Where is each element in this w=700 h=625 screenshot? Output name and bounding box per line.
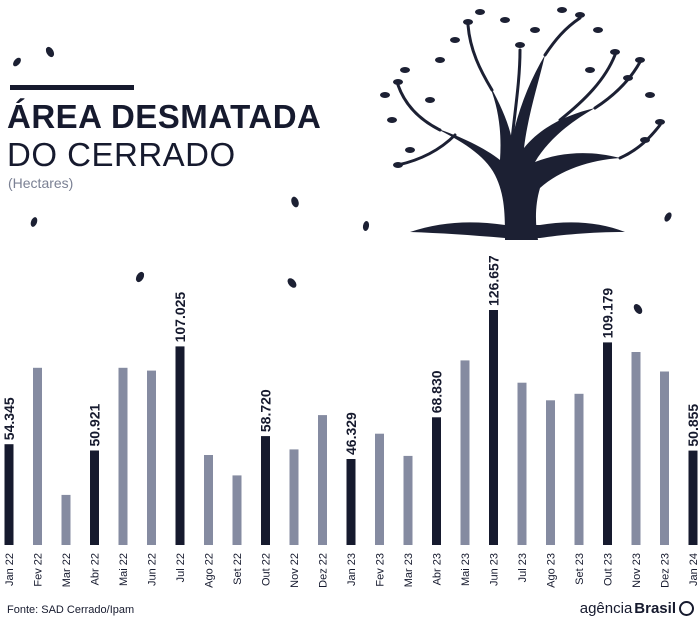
data-label-abr-22: 50.921: [87, 403, 103, 446]
category-label-jun-22: Jun 22: [147, 553, 159, 586]
category-label-nov-23: Nov 23: [631, 553, 643, 588]
bar-abr-23: [432, 417, 441, 545]
brand-bold-text: Brasil: [634, 600, 676, 617]
title-accent-bar: [10, 85, 134, 90]
category-label-out-22: Out 22: [261, 553, 273, 586]
bar-jun-22: [147, 370, 156, 545]
category-label-mar-22: Mar 22: [61, 553, 73, 587]
category-label-out-23: Out 23: [603, 553, 615, 586]
category-label-jan-23: Jan 23: [346, 553, 358, 586]
bar-fev-23: [375, 433, 384, 545]
brand-logo: agência Brasil: [580, 600, 694, 617]
bar-jan-22: [4, 444, 14, 545]
category-label-abr-22: Abr 22: [90, 553, 102, 585]
bar-mai-23: [460, 360, 470, 545]
category-label-jan-24: Jan 24: [688, 553, 700, 586]
category-label-mar-23: Mar 23: [403, 553, 415, 587]
bar-fev-22: [33, 367, 42, 545]
bar-dez-22: [318, 415, 327, 545]
bar-abr-22: [90, 450, 99, 545]
category-label-abr-23: Abr 23: [432, 553, 444, 585]
bar-jun-23: [489, 310, 498, 545]
bar-jul-23: [517, 382, 527, 545]
bar-dez-23: [660, 371, 669, 545]
bar-jul-22: [175, 346, 185, 545]
bar-set-22: [232, 475, 242, 545]
bar-mar-23: [403, 455, 413, 545]
bar-ago-23: [546, 400, 555, 545]
category-label-fev-22: Fev 22: [33, 553, 45, 587]
data-label-jan-22: 54.345: [1, 397, 17, 440]
bar-set-23: [574, 393, 584, 545]
data-label-jun-23: 126.657: [486, 255, 502, 306]
data-label-abr-23: 68.830: [429, 370, 445, 413]
bar-ago-22: [204, 455, 213, 545]
bar-out-22: [261, 436, 270, 545]
chart-title-line2: DO CERRADO: [7, 136, 236, 173]
source-note: Fonte: SAD Cerrado/Ipam: [7, 604, 135, 616]
category-label-nov-22: Nov 22: [289, 553, 301, 588]
category-label-jul-23: Jul 23: [517, 553, 529, 582]
data-label-out-22: 58.720: [258, 389, 274, 432]
category-label-jul-22: Jul 22: [175, 553, 187, 582]
bar-mai-22: [118, 367, 128, 545]
chart-title-line1: ÁREA DESMATADA: [7, 98, 322, 135]
category-label-ago-23: Ago 23: [546, 553, 558, 588]
tree-icon: [380, 7, 665, 240]
falling-leaf-icon: [13, 46, 672, 314]
category-label-jan-22: Jan 22: [4, 553, 16, 586]
category-label-set-23: Set 23: [574, 553, 586, 585]
bar-mar-22: [61, 494, 71, 545]
bar-jan-23: [346, 459, 356, 545]
category-label-mai-23: Mai 23: [460, 553, 472, 586]
category-label-dez-22: Dez 22: [318, 553, 330, 588]
category-label-jun-23: Jun 23: [489, 553, 501, 586]
category-label-dez-23: Dez 23: [660, 553, 672, 588]
data-label-jan-24: 50.855: [685, 404, 700, 447]
bar-nov-22: [289, 449, 299, 545]
category-label-ago-22: Ago 22: [204, 553, 216, 588]
category-label-set-22: Set 22: [232, 553, 244, 585]
bar-out-23: [603, 342, 612, 545]
data-label-out-23: 109.179: [600, 288, 616, 339]
data-label-jan-23: 46.329: [343, 412, 359, 455]
chart-unit-subtitle: (Hectares): [8, 175, 74, 191]
bar-jan-24: [688, 450, 698, 545]
brand-light-text: agência: [579, 600, 633, 617]
bar-nov-23: [631, 352, 641, 545]
brand-ring-icon: [679, 601, 694, 616]
category-label-fev-23: Fev 23: [375, 553, 387, 587]
data-label-jul-22: 107.025: [172, 292, 188, 343]
category-label-mai-22: Mai 22: [118, 553, 130, 586]
